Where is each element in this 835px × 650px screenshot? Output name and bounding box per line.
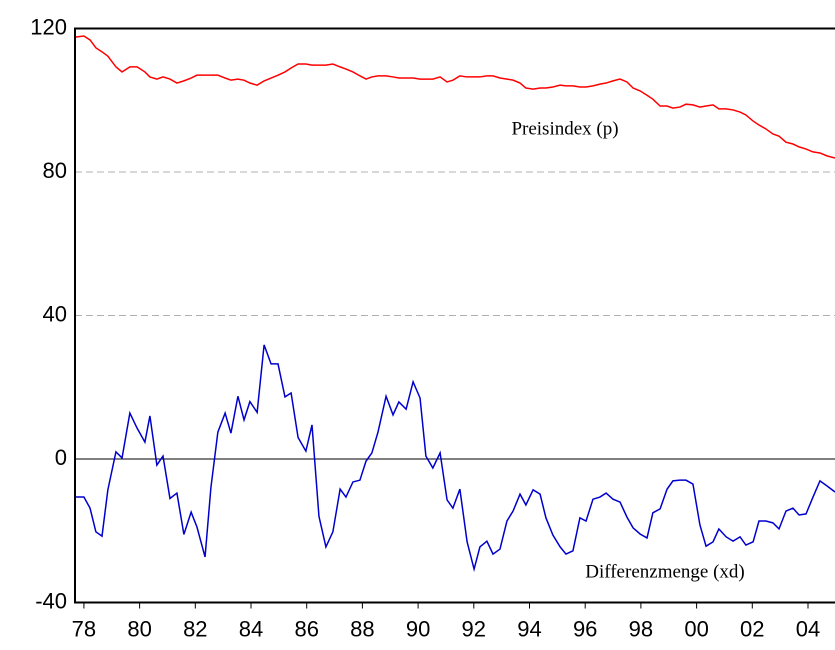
series-line <box>74 35 835 159</box>
x-tick-label: 86 <box>294 616 318 641</box>
series-line <box>75 344 835 573</box>
series-label: Differenzmenge (xd) <box>585 561 745 582</box>
x-tick-label: 96 <box>573 616 597 641</box>
plot-frame <box>74 27 835 604</box>
x-tick-label: 02 <box>740 616 764 641</box>
y-tick-label: 0 <box>55 445 67 470</box>
x-tick-label: 94 <box>517 616 541 641</box>
x-tick-label: 80 <box>127 616 151 641</box>
x-tick-label: 92 <box>462 616 486 641</box>
x-tick-label: 82 <box>183 616 207 641</box>
x-tick-label: 84 <box>239 616 263 641</box>
series-label: Preisindex (p) <box>511 118 618 139</box>
x-tick-label: 78 <box>72 616 96 641</box>
x-tick-label: 98 <box>629 616 653 641</box>
x-tick-label: 88 <box>350 616 374 641</box>
y-tick-label: 120 <box>30 14 67 39</box>
x-tick-label: 04 <box>796 616 820 641</box>
y-tick-label: 80 <box>43 158 67 183</box>
x-tick-label: 00 <box>684 616 708 641</box>
y-tick-label: -40 <box>35 588 67 613</box>
x-tick-label: 90 <box>406 616 430 641</box>
y-tick-label: 40 <box>43 301 67 326</box>
